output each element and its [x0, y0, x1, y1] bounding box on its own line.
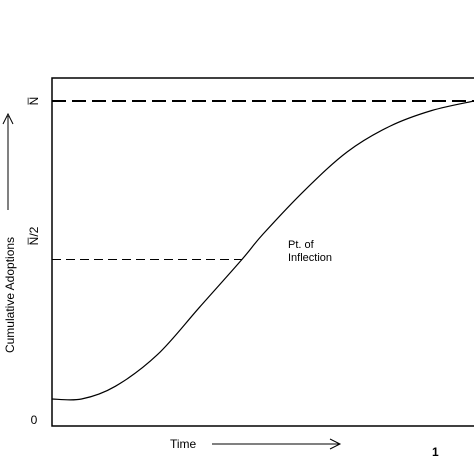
y-tick-label-half: N̅/2: [27, 226, 41, 245]
x-axis-arrow: [212, 438, 342, 450]
corner-mark: 1: [432, 445, 439, 459]
adoption-curve: [51, 100, 474, 401]
y-axis-title-group: Cumulative Adoptions: [3, 237, 17, 353]
y-tick-label-zero: 0: [31, 413, 38, 427]
y-axis-title: Cumulative Adoptions: [3, 237, 17, 353]
svg-text:0: 0: [31, 413, 38, 427]
x-axis-title: Time: [170, 437, 197, 451]
y-tick-half-label: N̅/2: [27, 226, 41, 245]
y-tick-label-top: N̅: [27, 97, 41, 106]
inflection-label-line2: Inflection: [288, 252, 332, 264]
inflection-annotation: Pt. of Inflection: [288, 239, 332, 264]
y-axis-arrow: [2, 112, 14, 210]
plot-frame: [51, 77, 474, 427]
y-tick-top-label: N̅: [27, 97, 41, 106]
inflection-label-line1: Pt. of: [288, 239, 315, 251]
